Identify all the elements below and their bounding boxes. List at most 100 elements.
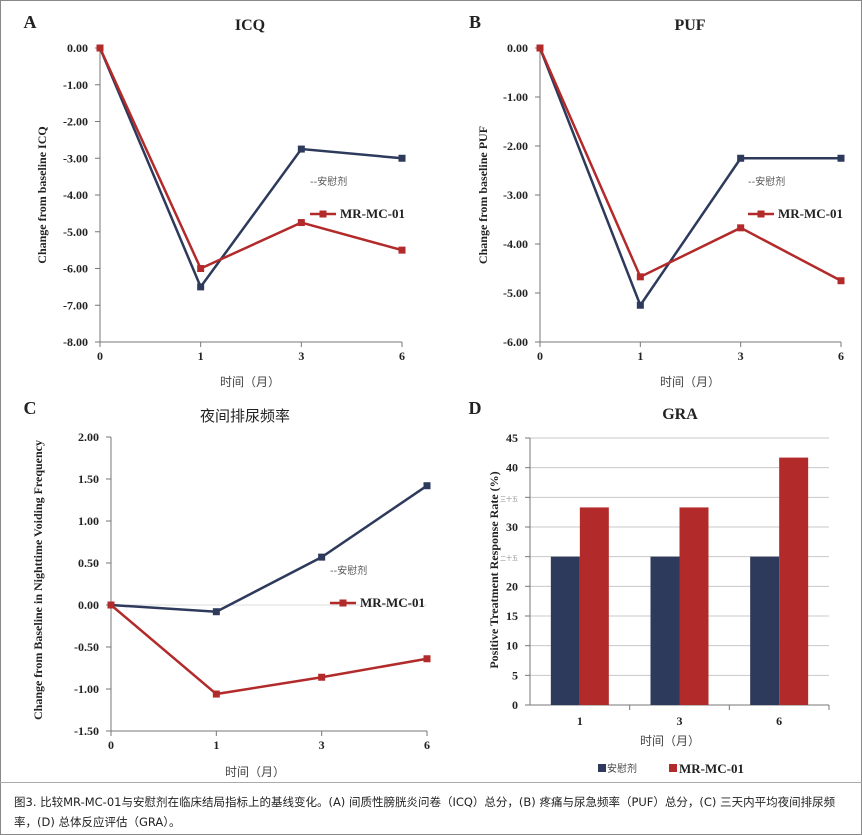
legend-marker-mr-mc-01 xyxy=(319,210,327,218)
y-tick-label: 0.00 xyxy=(507,41,528,55)
y-tick-label: -5.00 xyxy=(503,286,528,300)
y-axis-label: Change from baseline ICQ xyxy=(35,126,49,263)
y-axis-label: Change from baseline PUF xyxy=(476,126,490,264)
bar-mr-mc-01 xyxy=(779,457,809,705)
y-tick-label: 30 xyxy=(506,520,518,534)
data-point xyxy=(837,277,845,285)
legend-swatch-placebo xyxy=(598,764,606,772)
y-tick-label: -4.00 xyxy=(63,188,88,202)
data-point xyxy=(737,154,745,162)
y-tick-label: 0.00 xyxy=(67,41,88,55)
x-tick-label: 6 xyxy=(399,349,405,363)
y-tick-label: -1.00 xyxy=(63,78,88,92)
series-line-placebo xyxy=(538,47,841,308)
legend-label-mr-mc-01: MR-MC-01 xyxy=(679,761,744,776)
data-point xyxy=(636,273,644,281)
data-point xyxy=(318,673,326,681)
data-point xyxy=(318,553,326,561)
legend-marker-mr-mc-01 xyxy=(339,599,347,607)
caption-divider xyxy=(0,782,862,783)
legend-label-placebo: --安慰剂 xyxy=(748,175,785,188)
x-tick-label: 1 xyxy=(577,714,583,728)
y-tick-label: -3.00 xyxy=(503,188,528,202)
x-tick-label: 1 xyxy=(198,349,204,363)
data-point xyxy=(536,44,544,52)
bar-placebo xyxy=(550,556,580,705)
series-line-placebo xyxy=(98,47,403,290)
y-tick-label: 2.00 xyxy=(78,430,99,444)
x-tick-label: 1 xyxy=(213,738,219,752)
legend-swatch-mr-mc-01 xyxy=(669,764,677,772)
figure-caption: 图3. 比较MR-MC-01与安慰剂在临床结局指标上的基线变化。(A) 间质性膀… xyxy=(14,795,836,829)
series-line-mr-mc-01 xyxy=(98,47,403,271)
x-tick-label: 6 xyxy=(424,738,430,752)
series-line-mr-mc-01 xyxy=(538,47,842,282)
y-tick-label: -1.00 xyxy=(503,90,528,104)
panel-letter: C xyxy=(24,398,37,418)
data-point xyxy=(398,154,406,162)
legend-label-placebo: --安慰剂 xyxy=(310,175,347,188)
y-tick-label: -2.00 xyxy=(63,115,88,129)
legend-label-mr-mc-01: MR-MC-01 xyxy=(360,595,425,610)
y-tick-label: -2.00 xyxy=(503,139,528,153)
y-tick-label: 20 xyxy=(506,579,518,593)
x-tick-label: 0 xyxy=(108,738,114,752)
panel-letter: B xyxy=(469,12,481,32)
data-point xyxy=(107,601,115,609)
x-tick-label: 0 xyxy=(97,349,103,363)
data-point xyxy=(197,265,205,272)
data-point xyxy=(398,246,406,254)
y-tick-label: -4.00 xyxy=(503,237,528,251)
y-tick-label: 45 xyxy=(506,431,518,445)
bar-placebo xyxy=(650,556,680,705)
y-tick-label: -5.00 xyxy=(63,225,88,239)
y-tick-label: 40 xyxy=(506,461,518,475)
y-tick-label: -6.00 xyxy=(63,262,88,276)
y-tick-label: 15 xyxy=(506,609,518,623)
data-point xyxy=(837,154,845,162)
x-axis-label: 时间（月） xyxy=(220,375,280,389)
chart-title: 夜间排尿频率 xyxy=(200,407,290,425)
y-tick-label: -1.50 xyxy=(74,724,99,738)
bar-mr-mc-01 xyxy=(579,507,609,705)
x-tick-label: 1 xyxy=(637,349,643,363)
bar-mr-mc-01 xyxy=(679,507,709,705)
x-tick-label: 6 xyxy=(776,714,782,728)
y-tick-label: 二十五 xyxy=(500,555,518,563)
data-point xyxy=(636,301,644,309)
data-point xyxy=(96,44,104,52)
data-point xyxy=(212,690,220,698)
data-point xyxy=(297,219,305,227)
y-tick-label: 0 xyxy=(512,698,518,712)
y-tick-label: 1.00 xyxy=(78,514,99,528)
data-point xyxy=(737,224,745,232)
series-line-mr-mc-01 xyxy=(110,604,428,696)
legend-label-placebo: 安慰剂 xyxy=(607,762,637,775)
legend-marker-mr-mc-01 xyxy=(757,210,765,218)
chart-title: PUF xyxy=(674,17,705,34)
y-tick-label: -3.00 xyxy=(63,151,88,165)
series-line-placebo xyxy=(110,484,428,613)
y-tick-label: 三十五 xyxy=(500,495,518,503)
y-tick-label: -8.00 xyxy=(63,335,88,349)
legend-label-mr-mc-01: MR-MC-01 xyxy=(340,206,405,221)
data-point xyxy=(297,145,305,153)
x-tick-label: 3 xyxy=(298,349,304,363)
y-tick-label: -0.50 xyxy=(74,640,99,654)
x-axis-label: 时间（月） xyxy=(660,375,720,389)
x-tick-label: 3 xyxy=(677,714,683,728)
x-tick-label: 3 xyxy=(738,349,744,363)
data-point xyxy=(423,655,431,663)
panel-letter: A xyxy=(24,12,37,32)
y-tick-label: -1.00 xyxy=(74,682,99,696)
y-tick-label: 5 xyxy=(512,668,518,682)
x-axis-label: 时间（月） xyxy=(640,734,700,748)
legend-label-mr-mc-01: MR-MC-01 xyxy=(778,206,843,221)
panel-letter: D xyxy=(469,398,482,418)
y-tick-label: 1.50 xyxy=(78,472,99,486)
x-tick-label: 6 xyxy=(838,349,844,363)
bar-placebo xyxy=(750,556,780,705)
chart-title: GRA xyxy=(662,406,698,423)
legend-label-placebo: --安慰剂 xyxy=(330,564,367,577)
